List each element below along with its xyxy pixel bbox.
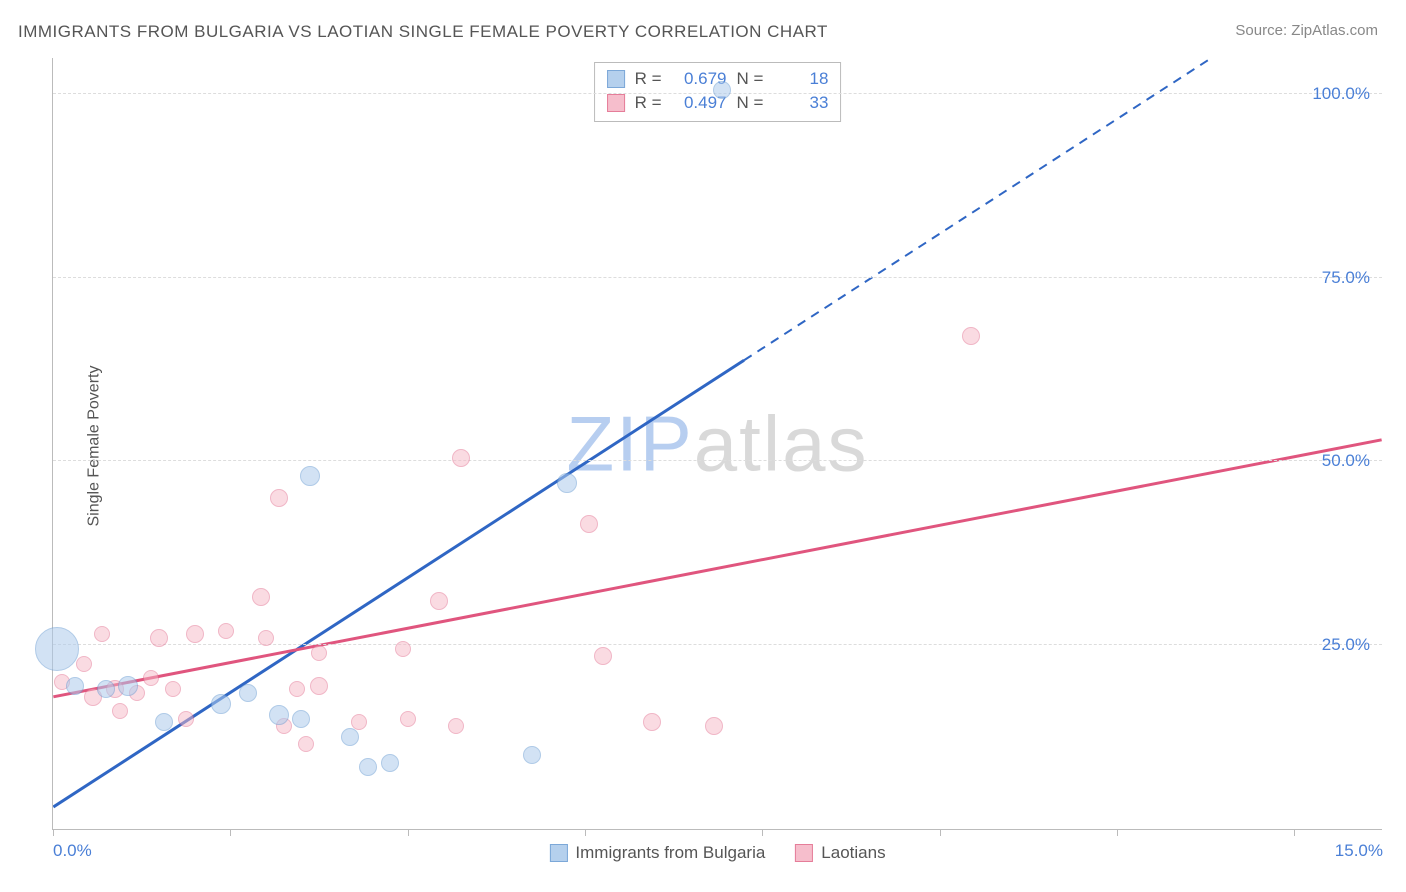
data-point-bulgaria	[300, 466, 320, 486]
data-point-laotians	[94, 626, 110, 642]
x-tick-label: 15.0%	[1335, 841, 1383, 861]
x-tick	[1294, 829, 1295, 836]
swatch-laotians-icon	[795, 844, 813, 862]
data-point-laotians	[165, 681, 181, 697]
chart-title: IMMIGRANTS FROM BULGARIA VS LAOTIAN SING…	[18, 22, 828, 42]
x-tick	[1117, 829, 1118, 836]
legend-item-laotians: Laotians	[795, 843, 885, 863]
data-point-bulgaria	[35, 627, 79, 671]
data-point-bulgaria	[155, 713, 173, 731]
x-tick	[53, 829, 54, 836]
data-point-laotians	[289, 681, 305, 697]
n-label: N =	[737, 67, 764, 91]
data-point-laotians	[270, 489, 288, 507]
data-point-bulgaria	[523, 746, 541, 764]
data-point-laotians	[643, 713, 661, 731]
x-tick	[230, 829, 231, 836]
gridline	[53, 644, 1382, 645]
data-point-bulgaria	[381, 754, 399, 772]
data-point-bulgaria	[118, 676, 138, 696]
gridline	[53, 277, 1382, 278]
data-point-bulgaria	[713, 81, 731, 99]
n-value-bulgaria: 18	[773, 67, 828, 91]
legend-item-bulgaria: Immigrants from Bulgaria	[549, 843, 765, 863]
data-point-laotians	[448, 718, 464, 734]
data-point-bulgaria	[66, 677, 84, 695]
data-point-laotians	[430, 592, 448, 610]
source-attribution: Source: ZipAtlas.com	[1235, 22, 1378, 39]
x-tick	[408, 829, 409, 836]
x-tick	[940, 829, 941, 836]
data-point-laotians	[76, 656, 92, 672]
x-tick-label: 0.0%	[53, 841, 92, 861]
swatch-laotians-icon	[607, 94, 625, 112]
y-tick-label: 75.0%	[1322, 268, 1370, 288]
trend-lines	[53, 58, 1382, 829]
n-value-laotians: 33	[773, 91, 828, 115]
data-point-laotians	[178, 711, 194, 727]
legend-label-laotians: Laotians	[821, 843, 885, 863]
data-point-bulgaria	[211, 694, 231, 714]
data-point-bulgaria	[341, 728, 359, 746]
source-name: ZipAtlas.com	[1291, 22, 1378, 39]
watermark: ZIPatlas	[566, 398, 868, 489]
data-point-bulgaria	[97, 680, 115, 698]
data-point-laotians	[218, 623, 234, 639]
series-legend: Immigrants from Bulgaria Laotians	[549, 843, 885, 863]
source-prefix: Source:	[1235, 22, 1291, 39]
y-tick-label: 25.0%	[1322, 635, 1370, 655]
data-point-bulgaria	[359, 758, 377, 776]
watermark-suffix: atlas	[694, 399, 869, 487]
data-point-bulgaria	[557, 473, 577, 493]
data-point-laotians	[186, 625, 204, 643]
y-tick-label: 50.0%	[1322, 451, 1370, 471]
data-point-laotians	[311, 645, 327, 661]
watermark-prefix: ZIP	[566, 399, 693, 487]
n-label: N =	[737, 91, 764, 115]
data-point-laotians	[594, 647, 612, 665]
data-point-laotians	[705, 717, 723, 735]
data-point-laotians	[150, 629, 168, 647]
data-point-laotians	[298, 736, 314, 752]
r-label: R =	[635, 67, 662, 91]
data-point-laotians	[580, 515, 598, 533]
r-label: R =	[635, 91, 662, 115]
swatch-bulgaria-icon	[607, 70, 625, 88]
legend-label-bulgaria: Immigrants from Bulgaria	[575, 843, 765, 863]
data-point-laotians	[112, 703, 128, 719]
data-point-laotians	[143, 670, 159, 686]
data-point-laotians	[258, 630, 274, 646]
data-point-laotians	[400, 711, 416, 727]
data-point-laotians	[452, 449, 470, 467]
data-point-laotians	[962, 327, 980, 345]
y-tick-label: 100.0%	[1312, 84, 1370, 104]
x-tick	[762, 829, 763, 836]
scatter-plot: ZIPatlas R = 0.679 N = 18 R = 0.497 N = …	[52, 58, 1382, 830]
x-tick	[585, 829, 586, 836]
data-point-laotians	[310, 677, 328, 695]
gridline	[53, 460, 1382, 461]
data-point-bulgaria	[269, 705, 289, 725]
swatch-bulgaria-icon	[549, 844, 567, 862]
data-point-laotians	[395, 641, 411, 657]
data-point-bulgaria	[239, 684, 257, 702]
data-point-laotians	[252, 588, 270, 606]
data-point-bulgaria	[292, 710, 310, 728]
